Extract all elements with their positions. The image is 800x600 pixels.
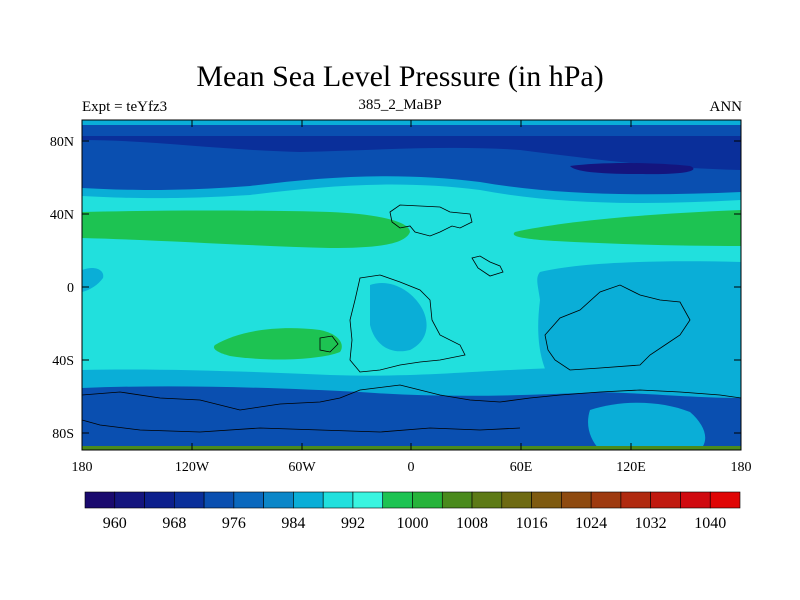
colorbar-label: 1032 — [635, 515, 667, 532]
colorbar-swatch — [144, 491, 175, 509]
coastline-northern-continent — [389, 204, 473, 237]
colorbar-swatch — [84, 491, 116, 509]
colorbar-swatch — [263, 491, 294, 509]
colorbar-swatch — [114, 491, 145, 509]
band-992-south-america — [370, 282, 427, 352]
band-992-tropical-east — [537, 261, 741, 395]
coastline-antarctic-shelf — [81, 419, 521, 433]
band-1008-south — [213, 328, 342, 360]
colorbar-swatch — [620, 491, 651, 509]
colorbar-swatch — [352, 491, 384, 509]
map-title: Mean Sea Level Pressure (in hPa) — [196, 60, 604, 93]
colorbar-label: 1024 — [575, 515, 607, 532]
colorbar-swatch — [709, 491, 741, 509]
lon-label-60w: 60W — [288, 460, 316, 475]
colorbar-swatch — [412, 491, 443, 509]
colorbar-swatch — [233, 491, 264, 509]
colorbar-label: 1016 — [516, 515, 548, 532]
colorbar-label: 1008 — [456, 515, 488, 532]
colorbar-swatch — [531, 491, 562, 509]
colorbar — [84, 491, 741, 509]
coastline-antarctica — [81, 384, 742, 411]
pressure-field — [82, 120, 741, 450]
coastline-west-island — [319, 335, 339, 353]
band-992-south-patch — [588, 402, 706, 450]
colorbar-swatch — [441, 491, 473, 509]
lon-label-120e: 120E — [616, 460, 646, 475]
band-1008-west — [82, 210, 410, 248]
season-label: ANN — [709, 99, 743, 115]
colorbar-label: 984 — [281, 515, 305, 532]
colorbar-swatch — [680, 491, 711, 509]
colorbar-labels: 960 968 976 984 992 1000 1008 1016 1024 1032 1040 — [103, 515, 726, 532]
coastline-south-america — [349, 274, 466, 373]
colorbar-label: 976 — [222, 515, 246, 532]
lon-label-180w: 180 — [72, 460, 93, 475]
colorbar-label: 992 — [341, 515, 365, 532]
band-992-west-edge — [82, 267, 104, 292]
period-label: 385_2_MaBP — [358, 97, 442, 113]
coastlines — [81, 204, 742, 433]
lat-axis — [82, 140, 741, 434]
lat-label-80s: 80S — [52, 427, 74, 442]
colorbar-label: 1000 — [397, 515, 429, 532]
colorbar-swatch — [471, 491, 503, 509]
colorbar-label: 968 — [162, 515, 186, 532]
colorbar-swatch — [561, 491, 592, 509]
colorbar-swatch — [650, 491, 681, 509]
experiment-label: Expt = teYfz3 — [82, 99, 168, 115]
lon-label-0: 0 — [408, 460, 415, 475]
colorbar-swatch — [293, 491, 324, 509]
colorbar-label: 1040 — [694, 515, 726, 532]
lat-label-0: 0 — [67, 281, 74, 296]
coastline-small-island — [471, 255, 504, 277]
lat-label-40s: 40S — [52, 354, 74, 369]
colorbar-swatch — [501, 491, 532, 509]
colorbar-swatch — [382, 491, 413, 509]
colorbar-swatch — [174, 491, 205, 509]
colorbar-label: 960 — [103, 515, 127, 532]
band-968-north — [570, 163, 694, 175]
lon-label-60e: 60E — [510, 460, 533, 475]
lon-axis — [81, 120, 742, 450]
band-1008-east — [513, 210, 741, 246]
band-984-south — [82, 386, 741, 450]
colorbar-swatch — [322, 491, 354, 509]
coastline-africa-australia — [544, 284, 691, 371]
lat-label-80n: 80N — [50, 135, 74, 150]
colorbar-swatch — [203, 491, 235, 509]
lat-label-40n: 40N — [50, 208, 74, 223]
colorbar-swatch — [590, 491, 622, 509]
band-976-north — [82, 136, 741, 170]
lon-label-120w: 120W — [175, 460, 210, 475]
lon-label-180e: 180 — [731, 460, 752, 475]
